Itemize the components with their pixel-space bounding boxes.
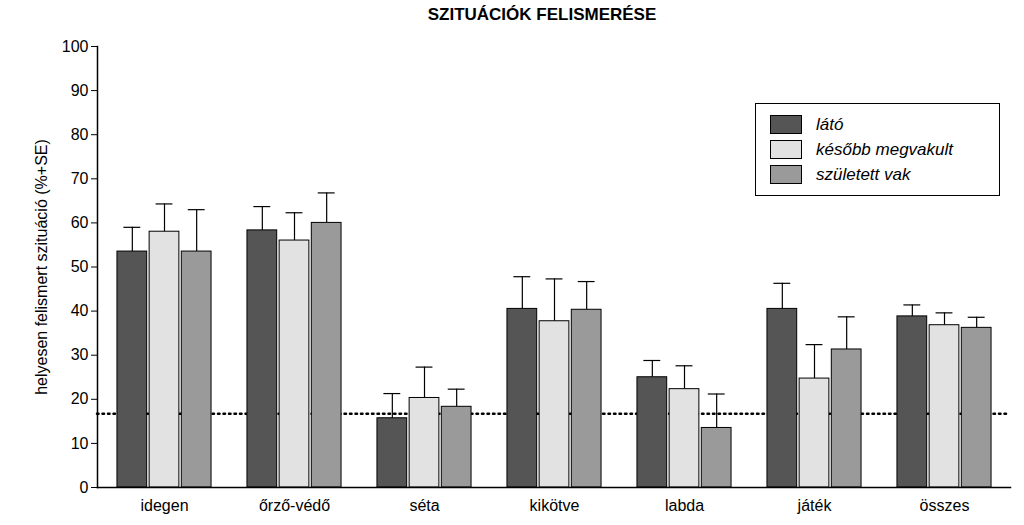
svg-text:20: 20 bbox=[71, 390, 89, 407]
svg-text:őrző-védő: őrző-védő bbox=[259, 497, 330, 514]
html-text:SZITUÁCIÓK FELISMERÉSE: SZITUÁCIÓK FELISMERÉSE bbox=[427, 5, 657, 24]
svg-text:100: 100 bbox=[62, 38, 89, 55]
svg-text:60: 60 bbox=[71, 214, 89, 231]
svg-text:0: 0 bbox=[80, 479, 89, 496]
svg-text:50: 50 bbox=[71, 258, 89, 275]
svg-text:90: 90 bbox=[71, 82, 89, 99]
svg-text:70: 70 bbox=[71, 170, 89, 187]
html-text:később megvakult: később megvakult bbox=[816, 139, 953, 159]
svg-text:helyesen felismert szituáció (: helyesen felismert szituáció (%+SE) bbox=[33, 139, 50, 395]
svg-text:séta: séta bbox=[409, 497, 439, 514]
svg-text:30: 30 bbox=[71, 346, 89, 363]
svg-text:40: 40 bbox=[71, 302, 89, 319]
svg-text:kikötve: kikötve bbox=[530, 497, 580, 514]
html-text:látó: látó bbox=[816, 114, 844, 134]
svg-text:10: 10 bbox=[71, 435, 89, 452]
html-text:született vak: született vak bbox=[816, 164, 911, 184]
svg-text:idegen: idegen bbox=[140, 497, 188, 514]
svg-text:labda: labda bbox=[665, 497, 704, 514]
svg-text:80: 80 bbox=[71, 126, 89, 143]
svg-text:összes: összes bbox=[920, 497, 970, 514]
svg-text:játék: játék bbox=[797, 497, 833, 514]
